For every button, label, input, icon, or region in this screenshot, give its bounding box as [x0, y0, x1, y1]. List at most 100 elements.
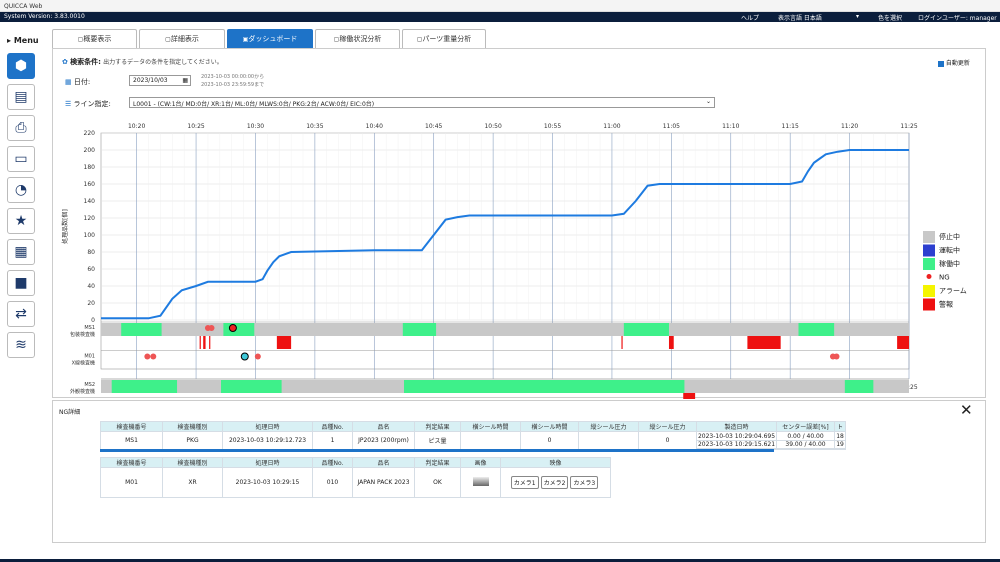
- x-tick-label-top: 10:20: [128, 123, 145, 130]
- lane-alarm-segment: [276, 336, 292, 349]
- lane-run-segment: [111, 380, 178, 393]
- sidebar-button-cubes[interactable]: ⬢: [7, 53, 35, 79]
- table-row[interactable]: MS1 PKG 2023-10-03 10:29:12.723 1 JP2023 (20…: [100, 431, 847, 450]
- database-icon: ≋: [15, 337, 27, 353]
- checkbox-checked-icon[interactable]: [938, 60, 944, 67]
- header-cell: 品名: [352, 421, 415, 432]
- y-tick-label: 120: [84, 215, 96, 222]
- legend-swatch: [923, 285, 935, 297]
- gauge-icon: ◔: [14, 182, 28, 198]
- x-tick-label-top: 11:25: [900, 123, 917, 130]
- ng-marker: [228, 324, 237, 332]
- y-tick-label: 100: [84, 232, 96, 239]
- sidebar-button-star[interactable]: ★: [7, 208, 35, 234]
- y-axis-label: 処理品数[個]: [61, 209, 69, 244]
- date-input[interactable]: 2023/10/03 ▦: [129, 75, 191, 86]
- tab-2[interactable]: ▣ ダッシュボード: [227, 29, 313, 48]
- lane-label-id: MS2: [84, 382, 95, 388]
- clock-icon: ▢: [77, 35, 84, 43]
- language-select[interactable]: 表示言語 日本語: [778, 15, 822, 22]
- image-cell: [460, 467, 501, 498]
- legend-swatch: [923, 244, 935, 257]
- sub-cell: 2023-10-03 10:29:04.695: [697, 432, 776, 441]
- video-cell: カメラ1 カメラ2 カメラ3: [500, 467, 611, 498]
- table-cell: JAPAN PACK 2023: [352, 467, 415, 498]
- sidebar-button-video-camera[interactable]: ■: [7, 270, 35, 296]
- lane-label-name: X線検査機: [72, 360, 95, 367]
- table-row[interactable]: M01 XR 2023-10-03 10:29:15 010 JAPAN PACK 20…: [100, 467, 611, 498]
- camera-1-button[interactable]: カメラ1: [510, 476, 539, 489]
- y-tick-label: 60: [87, 266, 95, 273]
- language-chevron-icon: ▾: [856, 13, 860, 20]
- table-scrollbar[interactable]: [100, 449, 774, 452]
- y-tick-label: 140: [84, 198, 96, 205]
- count-line: [101, 149, 909, 320]
- header-cell: センター誤差[%]: [776, 421, 835, 432]
- range-from: 2023-10-03 00:00:00から: [201, 74, 265, 80]
- x-tick-label-top: 11:15: [782, 123, 799, 130]
- sidebar-button-database[interactable]: ≋: [7, 332, 35, 358]
- tab-label: ダッシュボード: [248, 35, 298, 43]
- table-cell: 2023-10-03 10:29:12.723: [222, 431, 313, 450]
- menu-toggle[interactable]: ▸ Menu: [7, 36, 43, 47]
- sub-cell: 19: [835, 440, 846, 449]
- color-select-link[interactable]: 色を選択: [878, 15, 903, 22]
- tab-3[interactable]: ▢ 稼働状況分析: [315, 29, 400, 48]
- dashboard-panel: ✿ 検索条件: 出力するデータの条件を指定してください。 自動更新 ▦ 日付: …: [52, 48, 986, 399]
- triangle-right-icon: ▸: [7, 36, 12, 45]
- tab-4[interactable]: ▢ パーツ重量分析: [402, 29, 486, 48]
- camera-2-button[interactable]: カメラ2: [540, 476, 569, 489]
- sidebar-button-qrcode[interactable]: ▦: [7, 239, 35, 265]
- search-hint: 出力するデータの条件を指定してください。: [103, 59, 223, 66]
- auto-update-label: 自動更新: [945, 60, 970, 67]
- ng-marker: [240, 352, 249, 361]
- x-tick-label-top: 10:30: [247, 123, 264, 130]
- line-select[interactable]: L0001 - (CW:1台/ MD:0台/ XR:1台/ ML:0台/ MLW…: [129, 97, 715, 108]
- camera-3-button[interactable]: カメラ3: [570, 476, 599, 489]
- header-cell: 検査機種別: [162, 421, 223, 432]
- tab-label: 概要表示: [83, 35, 112, 43]
- x-tick-label-bottom: 11:25: [900, 384, 917, 391]
- sub-cell: 18: [835, 432, 846, 441]
- y-tick-label: 220: [84, 130, 96, 137]
- close-icon[interactable]: ✕: [960, 401, 973, 419]
- legend-swatch: [923, 298, 935, 311]
- sub-cell: 0.00 / 40.00: [777, 433, 834, 441]
- login-user[interactable]: ログインユーザー: manager: [918, 15, 997, 22]
- lane-alarm-segment: [683, 393, 696, 399]
- xray-image-thumbnail-icon[interactable]: [472, 477, 489, 486]
- y-tick-label: 80: [87, 249, 95, 256]
- lane-alarm-segment: [747, 336, 781, 349]
- calendar-icon: ▦: [65, 78, 72, 86]
- lane-run-segment: [623, 323, 669, 336]
- legend-label: NG: [939, 274, 950, 282]
- tab-1[interactable]: ▢ 詳細表示: [139, 29, 225, 48]
- lane-run-segment: [844, 380, 874, 393]
- lane-label-name: 外観検査機: [70, 388, 95, 395]
- table-cell: 0: [638, 431, 697, 450]
- header-cell: 検査機番号: [100, 457, 163, 468]
- sidebar-button-document[interactable]: ▤: [7, 84, 35, 110]
- chart-icon: ▢: [333, 35, 340, 43]
- sidebar-button-pdf[interactable]: ⎙: [7, 115, 35, 141]
- video-camera-icon: ■: [14, 275, 28, 291]
- legend-label: 運転中: [939, 246, 960, 255]
- header-cell: 縦シール圧力: [638, 421, 697, 432]
- y-tick-label: 40: [87, 283, 95, 290]
- tab-0[interactable]: ▢ 概要表示: [52, 29, 137, 48]
- search-title: 検索条件:: [70, 58, 101, 66]
- sidebar-button-exchange[interactable]: ⇄: [7, 301, 35, 327]
- y-tick-label: 200: [84, 147, 96, 154]
- table-cell: JP2023 (200rpm): [352, 431, 415, 450]
- x-tick-label-top: 11:05: [663, 123, 680, 130]
- bottom-bar: [0, 559, 1000, 562]
- help-link[interactable]: ヘルプ: [741, 15, 760, 22]
- table-cell: OK: [414, 467, 461, 498]
- x-tick-label-top: 10:45: [425, 123, 442, 130]
- gear-icon: ✿: [62, 58, 68, 66]
- sidebar-button-gauge[interactable]: ◔: [7, 177, 35, 203]
- legend-swatch: [923, 258, 935, 270]
- sidebar-button-monitor[interactable]: ▭: [7, 146, 35, 172]
- ng-marker: [208, 325, 215, 331]
- auto-update-toggle[interactable]: 自動更新: [938, 58, 970, 67]
